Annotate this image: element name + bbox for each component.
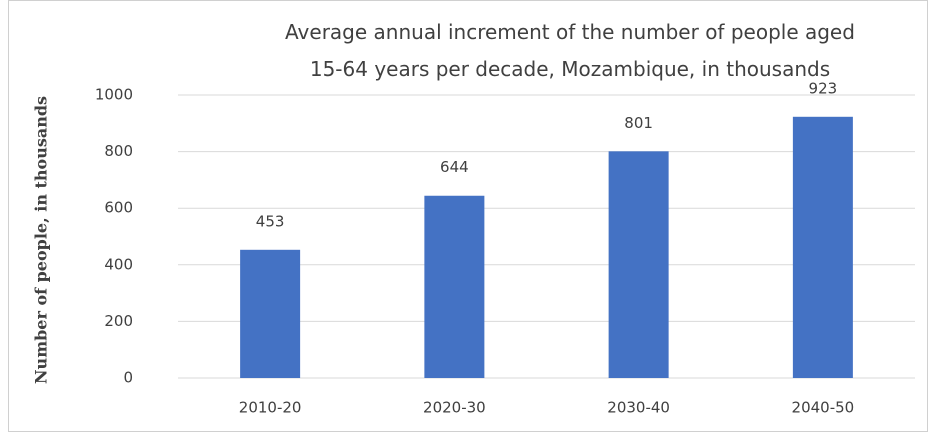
chart-title: Average annual increment of the number o… bbox=[285, 20, 855, 81]
y-tick-label: 200 bbox=[104, 312, 133, 330]
data-label: 923 bbox=[809, 79, 838, 97]
y-tick-label: 400 bbox=[104, 255, 133, 273]
x-tick-label: 2010-20 bbox=[239, 399, 302, 417]
y-tick-label: 600 bbox=[104, 199, 133, 217]
bar bbox=[608, 151, 669, 378]
x-tick-label: 2040-50 bbox=[792, 399, 855, 417]
data-label: 453 bbox=[256, 212, 285, 230]
y-tick-label: 0 bbox=[123, 369, 133, 387]
y-tick-label: 800 bbox=[104, 142, 133, 160]
chart-frame bbox=[8, 0, 928, 432]
x-tick-label: 2020-30 bbox=[423, 399, 486, 417]
data-label: 644 bbox=[440, 158, 469, 176]
x-tick-label: 2030-40 bbox=[607, 399, 670, 417]
bar bbox=[240, 249, 301, 378]
bar bbox=[792, 116, 853, 378]
y-axis-label: Number of people, in thousands bbox=[32, 96, 51, 384]
bar bbox=[424, 195, 485, 378]
data-label: 801 bbox=[624, 114, 653, 132]
y-tick-label: 1000 bbox=[95, 86, 133, 104]
